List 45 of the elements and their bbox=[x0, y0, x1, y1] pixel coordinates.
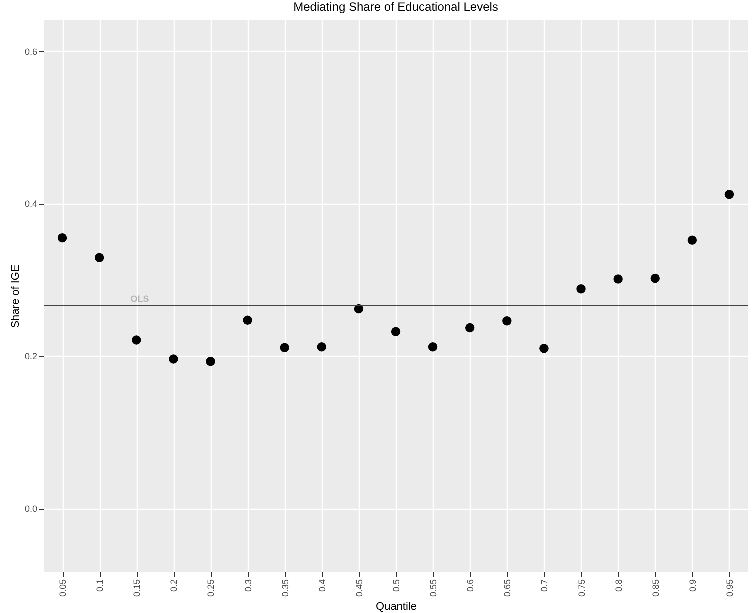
point bbox=[317, 342, 327, 352]
point bbox=[94, 253, 104, 262]
x-tick-label: 0.25 bbox=[206, 580, 216, 598]
x-tick-label: 0.8 bbox=[614, 580, 624, 592]
x-tick-label: 0.35 bbox=[280, 580, 290, 598]
x-tick-label: 0.55 bbox=[428, 580, 439, 598]
x-tick-label: 0.4 bbox=[317, 580, 328, 592]
x-tick-label: 0.85 bbox=[650, 580, 661, 598]
x-tick-label: 0.7 bbox=[540, 580, 550, 592]
point bbox=[614, 274, 623, 284]
x-tick-label: 0.65 bbox=[502, 580, 513, 598]
point bbox=[280, 343, 290, 352]
x-tick-label: 0.6 bbox=[466, 580, 476, 592]
point bbox=[688, 236, 698, 245]
y-tick-label: 0.6 bbox=[24, 46, 38, 57]
x-tick-label: 0.5 bbox=[392, 580, 402, 592]
x-tick-label: 0.1 bbox=[95, 580, 106, 592]
x-axis-title: Quantile bbox=[376, 601, 417, 613]
point bbox=[206, 356, 216, 366]
x-tick-label: 0.2 bbox=[169, 580, 180, 592]
y-axis-title: Share of IGE bbox=[10, 264, 22, 328]
y-tick-label: 0.2 bbox=[24, 352, 38, 362]
point bbox=[132, 336, 142, 345]
x-tick-label: 0.95 bbox=[724, 580, 735, 598]
point bbox=[58, 233, 68, 243]
point bbox=[428, 342, 438, 352]
point bbox=[540, 344, 549, 354]
x-tick-label: 0.3 bbox=[243, 580, 254, 592]
x-tick-label: 0.75 bbox=[576, 580, 587, 598]
y-tick-label: 0.4 bbox=[24, 199, 38, 210]
x-tick-label: 0.05 bbox=[58, 580, 68, 598]
point bbox=[502, 316, 512, 326]
x-tick-label: 0.9 bbox=[688, 580, 698, 592]
point bbox=[243, 316, 252, 325]
point bbox=[391, 327, 401, 336]
point bbox=[465, 323, 475, 333]
y-tick-label: 0.0 bbox=[24, 504, 38, 514]
point bbox=[169, 354, 178, 364]
point bbox=[576, 284, 586, 294]
x-tick-label: 0.45 bbox=[354, 580, 364, 598]
x-tick-label: 0.15 bbox=[132, 580, 142, 598]
ref-line-label: OLS bbox=[130, 294, 150, 304]
chart-title: Mediating Share of Educational Levels bbox=[294, 0, 498, 14]
point bbox=[650, 274, 660, 284]
point bbox=[724, 190, 734, 200]
